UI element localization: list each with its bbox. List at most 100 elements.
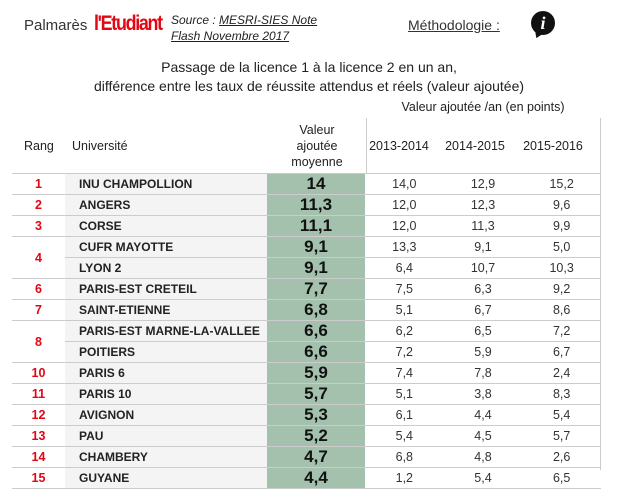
year-value-cell: 8,3 [522, 383, 601, 405]
year-value-cell: 2,4 [522, 362, 601, 384]
year-value-cell: 4,8 [443, 446, 523, 468]
header-average-l2: ajoutée [296, 139, 338, 153]
rank-cell: 15 [12, 467, 65, 489]
yearly-group-header: Valeur ajoutée /an (en points) [401, 100, 565, 114]
year-value-cell: 6,7 [443, 299, 523, 321]
average-value-cell: 4,4 [267, 467, 365, 489]
rank-cell: 4 [12, 236, 65, 279]
year-value-cell: 9,2 [522, 278, 601, 300]
year-value-cell: 7,8 [443, 362, 523, 384]
year-value-cell: 13,3 [365, 236, 444, 258]
methodology-link[interactable]: Méthodologie : [408, 17, 500, 33]
source-link-line2[interactable]: Flash Novembre 2017 [171, 29, 290, 43]
year-value-cell: 7,2 [522, 320, 601, 342]
year-value-cell: 5,0 [522, 236, 601, 258]
source-label: Source : [171, 13, 216, 27]
year-value-cell: 10,7 [443, 257, 523, 279]
average-value-cell: 14 [267, 173, 365, 195]
university-cell: PARIS 10 [65, 383, 267, 405]
year-value-cell: 6,7 [522, 341, 601, 363]
average-value-cell: 6,6 [267, 341, 365, 363]
table-row: 11 PARIS 10 5,7 5,1 3,8 8,3 [12, 383, 601, 405]
rank-cell: 6 [12, 278, 65, 300]
university-cell: PARIS-EST MARNE-LA-VALLEE [65, 320, 267, 342]
table-row: 2 ANGERS 11,3 12,0 12,3 9,6 [12, 194, 601, 216]
average-value-cell: 7,7 [267, 278, 365, 300]
year-value-cell: 12,0 [365, 194, 444, 216]
year-value-cell: 5,1 [365, 299, 444, 321]
average-value-cell: 5,2 [267, 425, 365, 447]
year-value-cell: 1,2 [365, 467, 444, 489]
year-value-cell: 4,4 [443, 404, 523, 426]
brand-label: Palmarès [24, 17, 88, 34]
year-value-cell: 8,6 [522, 299, 601, 321]
average-value-cell: 5,7 [267, 383, 365, 405]
university-cell: PARIS-EST CRETEIL [65, 278, 267, 300]
year-value-cell: 4,5 [443, 425, 523, 447]
average-value-cell: 5,9 [267, 362, 365, 384]
year-value-cell: 5,7 [522, 425, 601, 447]
university-cell: ANGERS [65, 194, 267, 216]
year-value-cell: 7,4 [365, 362, 444, 384]
header-2013-2014: 2013-2014 [369, 139, 429, 153]
year-value-cell: 5,4 [443, 467, 523, 489]
average-value-cell: 9,1 [267, 236, 365, 258]
university-cell: POITIERS [65, 341, 267, 363]
header-average-l1: Valeur [299, 123, 335, 137]
year-value-cell: 6,5 [522, 467, 601, 489]
table-row: 7 SAINT-ETIENNE 6,8 5,1 6,7 8,6 [12, 299, 601, 321]
table-row: 3 CORSE 11,1 12,0 11,3 9,9 [12, 215, 601, 237]
letudiant-logo[interactable]: l'Etudiant [94, 12, 163, 35]
rank-cell: 1 [12, 173, 65, 195]
average-value-cell: 11,1 [267, 215, 365, 237]
rank-cell: 13 [12, 425, 65, 447]
year-value-cell: 6,8 [365, 446, 444, 468]
year-value-cell: 6,1 [365, 404, 444, 426]
university-cell: CUFR MAYOTTE [65, 236, 267, 258]
source-note: Source : MESRI-SIES Note Flash Novembre … [171, 12, 317, 44]
year-value-cell: 9,6 [522, 194, 601, 216]
source-link[interactable]: MESRI-SIES Note [219, 13, 318, 27]
rank-cell: 2 [12, 194, 65, 216]
year-value-cell: 10,3 [522, 257, 601, 279]
average-value-cell: 4,7 [267, 446, 365, 468]
rank-cell: 8 [12, 320, 65, 363]
title-line-2: différence entre les taux de réussite at… [93, 78, 525, 94]
table-row: 13 PAU 5,2 5,4 4,5 5,7 [12, 425, 601, 447]
table-row: 4 CUFR MAYOTTE 9,1 13,3 9,1 5,0 [12, 236, 601, 279]
year-value-cell: 3,8 [443, 383, 523, 405]
header-university: Université [72, 139, 128, 153]
university-cell: PARIS 6 [65, 362, 267, 384]
average-value-cell: 6,6 [267, 320, 365, 342]
year-value-cell: 7,2 [365, 341, 444, 363]
table-row: 8 PARIS-EST MARNE-LA-VALLEE 6,6 6,2 6,5 7,2 [12, 320, 601, 363]
year-value-cell: 15,2 [522, 173, 601, 195]
year-value-cell: 5,4 [522, 404, 601, 426]
average-value-cell: 6,8 [267, 299, 365, 321]
average-value-cell: 11,3 [267, 194, 365, 216]
year-value-cell: 2,6 [522, 446, 601, 468]
rank-cell: 10 [12, 362, 65, 384]
university-cell: CHAMBERY [65, 446, 267, 468]
table-row: 6 PARIS-EST CRETEIL 7,7 7,5 6,3 9,2 [12, 278, 601, 300]
university-cell: GUYANE [65, 467, 267, 489]
header-2015-2016: 2015-2016 [523, 139, 583, 153]
average-value-cell: 9,1 [267, 257, 365, 279]
university-cell: PAU [65, 425, 267, 447]
title-line-1: Passage de la licence 1 à la licence 2 e… [161, 59, 457, 75]
ranking-table: 1 INU CHAMPOLLION 14 14,0 12,9 15,2 2 ANGERS 11,… [12, 173, 601, 489]
rank-cell: 14 [12, 446, 65, 468]
info-icon[interactable]: i [531, 11, 555, 35]
university-cell: CORSE [65, 215, 267, 237]
year-value-cell: 6,3 [443, 278, 523, 300]
rank-cell: 11 [12, 383, 65, 405]
year-value-cell: 9,9 [522, 215, 601, 237]
year-value-cell: 6,5 [443, 320, 523, 342]
year-value-cell: 14,0 [365, 173, 444, 195]
university-cell: AVIGNON [65, 404, 267, 426]
header-rank: Rang [24, 139, 54, 153]
year-value-cell: 6,4 [365, 257, 444, 279]
university-cell: INU CHAMPOLLION [65, 173, 267, 195]
table-row: 15 GUYANE 4,4 1,2 5,4 6,5 [12, 467, 601, 489]
table-row: 14 CHAMBERY 4,7 6,8 4,8 2,6 [12, 446, 601, 468]
